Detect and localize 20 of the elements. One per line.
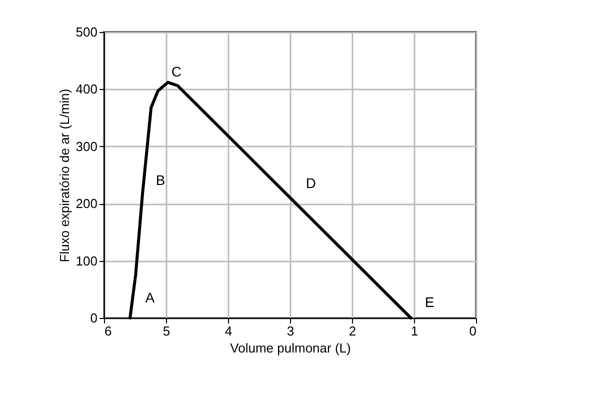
- x-tick-label: 1: [410, 324, 418, 338]
- y-tick-label: 100: [76, 253, 98, 268]
- x-tick-label: 2: [348, 324, 356, 338]
- annotation: B: [156, 172, 166, 188]
- annotation: E: [424, 294, 434, 310]
- y-tick-label: 400: [76, 82, 98, 97]
- y-tick-label: 0: [90, 310, 98, 326]
- annotation: A: [145, 289, 156, 306]
- x-axis-title: Volume pulmonar (L): [230, 340, 351, 356]
- annotation: D: [306, 174, 316, 191]
- y-tick-label: 300: [76, 138, 98, 154]
- x-tick-label: 4: [224, 324, 232, 338]
- x-tick-label: 3: [286, 324, 294, 338]
- annotation: C: [171, 63, 182, 80]
- x-tick-label: 5: [162, 324, 170, 338]
- y-tick-label: 200: [76, 196, 98, 212]
- y-axis-title: Fluxo expiratório de ar (L/min): [56, 88, 72, 262]
- y-tick-label: 500: [76, 24, 98, 40]
- x-tick-label: 6: [104, 324, 112, 338]
- x-tick-label: 0: [469, 324, 476, 338]
